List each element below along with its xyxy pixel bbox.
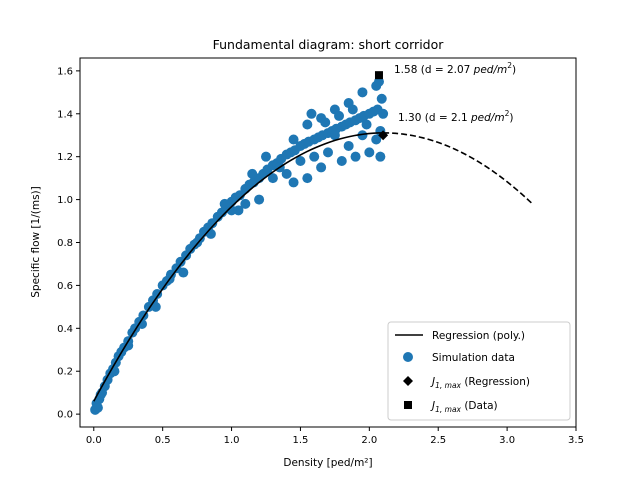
simulation-point bbox=[343, 140, 354, 151]
x-axis-title: Density [ped/m²] bbox=[283, 457, 372, 469]
x-tick-label: 0.5 bbox=[155, 435, 171, 446]
simulation-point bbox=[254, 194, 265, 205]
x-tick-label: 2.5 bbox=[430, 435, 446, 446]
y-axis-title: Specific flow [1/(ms)] bbox=[30, 186, 42, 297]
y-tick-label: 1.0 bbox=[57, 195, 73, 206]
simulation-point bbox=[320, 117, 331, 128]
simulation-point bbox=[152, 288, 163, 299]
max-markers bbox=[374, 71, 389, 141]
simulation-point bbox=[247, 168, 258, 179]
regression-series bbox=[93, 132, 533, 402]
legend-data-max-label: J1, max (Data) bbox=[430, 400, 498, 414]
simulation-point bbox=[261, 151, 271, 162]
simulation-point bbox=[329, 130, 340, 141]
simulation-point bbox=[288, 177, 299, 188]
simulation-point bbox=[233, 205, 244, 216]
simulation-point bbox=[334, 110, 345, 121]
simulation-point bbox=[288, 134, 299, 145]
simulation-point bbox=[205, 228, 216, 239]
chart-title: Fundamental diagram: short corridor bbox=[213, 37, 445, 52]
x-axis-ticks: 0.0 0.5 1.0 1.5 2.0 2.5 3.0 3.5 bbox=[86, 427, 584, 446]
legend-regression-max-label: J1, max (Regression) bbox=[430, 376, 530, 390]
x-tick-label: 3.5 bbox=[568, 435, 584, 446]
x-tick-label: 2.0 bbox=[361, 435, 377, 446]
data-max-marker bbox=[374, 71, 383, 80]
simulation-point bbox=[309, 151, 320, 162]
simulation-point bbox=[375, 151, 386, 162]
simulation-point bbox=[361, 119, 372, 130]
simulation-point bbox=[92, 402, 103, 413]
simulation-point bbox=[123, 340, 134, 351]
regression-line bbox=[93, 132, 384, 402]
y-tick-label: 0.6 bbox=[57, 281, 73, 292]
simulation-point bbox=[350, 151, 361, 162]
simulation-point bbox=[137, 319, 147, 330]
legend-simulation-label: Simulation data bbox=[432, 352, 515, 364]
simulation-point bbox=[316, 162, 327, 173]
scatter-series bbox=[90, 76, 389, 415]
simulation-point bbox=[219, 198, 230, 209]
data-max-annotation: 1.58 (d = 2.07 ped/m2) bbox=[394, 61, 516, 76]
simulation-point bbox=[240, 198, 251, 209]
simulation-point bbox=[295, 155, 306, 166]
simulation-point bbox=[281, 168, 292, 179]
y-tick-label: 0.0 bbox=[57, 410, 73, 421]
legend-simulation-swatch bbox=[403, 352, 413, 362]
legend-regression-max-swatch bbox=[403, 376, 413, 386]
simulation-point bbox=[302, 173, 313, 184]
regression-max-marker bbox=[378, 130, 389, 141]
y-tick-label: 1.6 bbox=[57, 66, 73, 77]
x-tick-label: 3.0 bbox=[499, 435, 515, 446]
simulation-point bbox=[267, 173, 278, 184]
simulation-point bbox=[376, 93, 387, 104]
simulation-point bbox=[378, 108, 389, 119]
legend-data-max-swatch bbox=[404, 401, 412, 409]
y-tick-label: 0.2 bbox=[57, 367, 73, 378]
legend-regression-label: Regression (poly.) bbox=[432, 330, 525, 342]
legend: Regression (poly.) Simulation data J1, m… bbox=[387, 321, 571, 421]
simulation-point bbox=[150, 301, 161, 312]
simulation-point bbox=[364, 147, 375, 158]
y-tick-label: 1.4 bbox=[57, 109, 73, 120]
y-tick-label: 0.4 bbox=[57, 324, 73, 335]
y-axis-ticks: 0.0 0.2 0.4 0.6 0.8 1.0 1.2 1.4 1.6 bbox=[57, 66, 80, 421]
simulation-point bbox=[306, 108, 317, 119]
simulation-point bbox=[357, 130, 368, 141]
regression-extrapolation-line bbox=[383, 132, 533, 204]
legend-box bbox=[387, 321, 571, 421]
simulation-point bbox=[371, 134, 382, 145]
simulation-point bbox=[226, 205, 237, 216]
simulation-point bbox=[357, 87, 368, 98]
simulation-point bbox=[347, 104, 358, 115]
simulation-point bbox=[178, 267, 189, 278]
simulation-point bbox=[336, 155, 347, 166]
x-tick-label: 1.5 bbox=[292, 435, 308, 446]
x-tick-label: 1.0 bbox=[224, 435, 240, 446]
y-tick-label: 0.8 bbox=[57, 238, 73, 249]
y-tick-label: 1.2 bbox=[57, 152, 73, 163]
simulation-point bbox=[323, 147, 333, 158]
regression-max-annotation: 1.30 (d = 2.1 ped/m2) bbox=[398, 109, 513, 124]
simulation-point bbox=[302, 119, 313, 130]
x-tick-label: 0.0 bbox=[86, 435, 102, 446]
